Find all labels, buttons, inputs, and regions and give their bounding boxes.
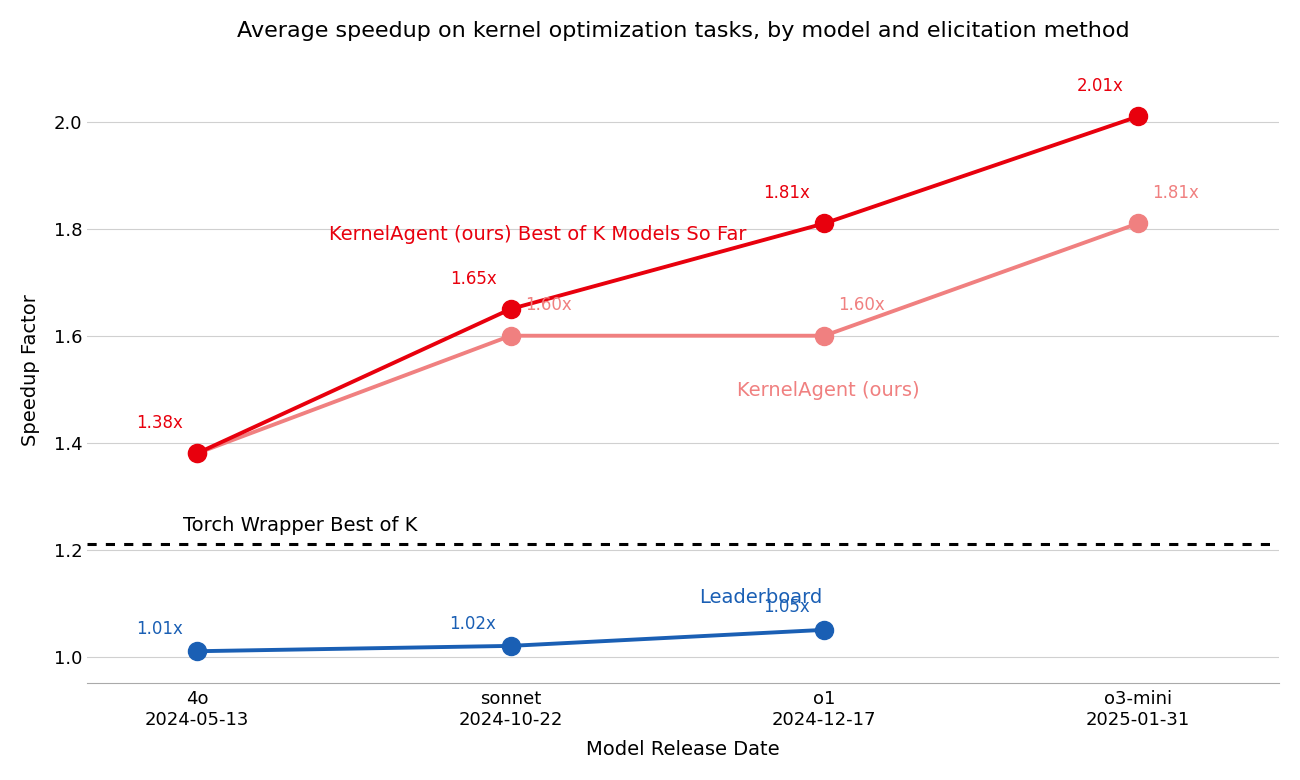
Text: KernelAgent (ours) Best of K Models So Far: KernelAgent (ours) Best of K Models So F…: [329, 225, 746, 243]
Text: 1.60x: 1.60x: [525, 296, 572, 314]
Title: Average speedup on kernel optimization tasks, by model and elicitation method: Average speedup on kernel optimization t…: [237, 21, 1130, 41]
Text: 1.05x: 1.05x: [763, 598, 810, 616]
Text: 1.01x: 1.01x: [136, 620, 183, 638]
Text: 1.81x: 1.81x: [763, 184, 810, 202]
Text: 1.02x: 1.02x: [450, 615, 497, 633]
Text: 1.60x: 1.60x: [838, 296, 885, 314]
Text: 1.81x: 1.81x: [1152, 184, 1199, 202]
X-axis label: Model Release Date: Model Release Date: [586, 740, 780, 759]
Text: Torch Wrapper Best of K: Torch Wrapper Best of K: [182, 516, 417, 534]
Text: 1.38x: 1.38x: [136, 414, 183, 432]
Text: 2.01x: 2.01x: [1076, 77, 1123, 95]
Y-axis label: Speedup Factor: Speedup Factor: [21, 295, 40, 446]
Text: 1.65x: 1.65x: [450, 270, 497, 288]
Text: Leaderboard: Leaderboard: [699, 588, 822, 608]
Text: KernelAgent (ours): KernelAgent (ours): [737, 381, 919, 400]
